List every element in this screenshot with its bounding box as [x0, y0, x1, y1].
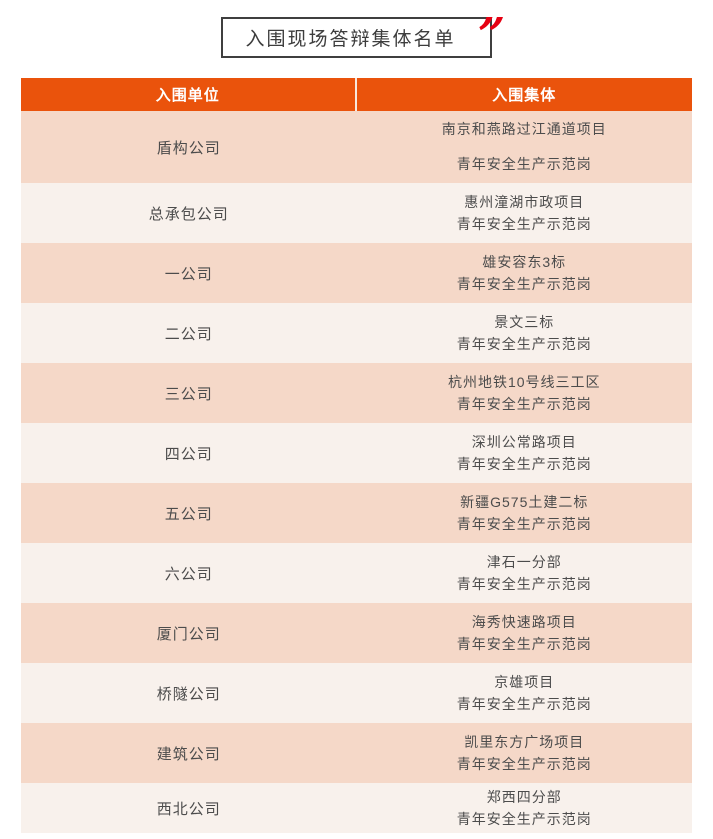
group-cell: 津石一分部 青年安全生产示范岗: [357, 543, 693, 603]
group-award-line: 青年安全生产示范岗: [456, 575, 592, 592]
group-project-line: 郑西四分部: [486, 788, 562, 805]
group-project-line: 凯里东方广场项目: [464, 733, 585, 750]
unit-name: 厦门公司: [156, 625, 221, 643]
unit-name: 二公司: [164, 325, 213, 343]
table-body: 盾构公司 南京和燕路过江通道项目 青年安全生产示范岗 总承包公司 惠州潼湖市政项…: [21, 111, 692, 833]
group-project-line: 南京和燕路过江通道项目: [441, 121, 607, 137]
group-cell: 雄安容东3标 青年安全生产示范岗: [357, 243, 693, 303]
unit-cell: 五公司: [21, 483, 357, 543]
group-award-line: 青年安全生产示范岗: [456, 275, 592, 292]
group-cell: 凯里东方广场项目 青年安全生产示范岗: [357, 723, 693, 783]
unit-cell: 厦门公司: [21, 603, 357, 663]
table-row: 二公司 景文三标 青年安全生产示范岗: [21, 303, 692, 363]
table-row: 桥隧公司 京雄项目 青年安全生产示范岗: [21, 663, 692, 723]
group-cell: 景文三标 青年安全生产示范岗: [357, 303, 693, 363]
unit-name: 五公司: [164, 505, 213, 523]
group-award-line: 青年安全生产示范岗: [456, 810, 592, 827]
group-project-line: 海秀快速路项目: [471, 613, 577, 630]
group-award-line: 青年安全生产示范岗: [456, 695, 592, 712]
header-unit-column: 入围单位: [21, 78, 357, 111]
table-row: 建筑公司 凯里东方广场项目 青年安全生产示范岗: [21, 723, 692, 783]
group-award-line: 青年安全生产示范岗: [456, 635, 592, 652]
shortlist-table: 入围单位 入围集体 盾构公司 南京和燕路过江通道项目 青年安全生产示范岗 总承包…: [21, 78, 692, 833]
table-row: 西北公司 郑西四分部 青年安全生产示范岗: [21, 783, 692, 833]
unit-name: 三公司: [164, 385, 213, 403]
table-row: 六公司 津石一分部 青年安全生产示范岗: [21, 543, 692, 603]
group-cell: 深圳公常路项目 青年安全生产示范岗: [357, 423, 693, 483]
table-row: 四公司 深圳公常路项目 青年安全生产示范岗: [21, 423, 692, 483]
title-box: 入围现场答辩集体名单 ”: [221, 7, 506, 61]
group-project-line: 杭州地铁10号线三工区: [447, 373, 601, 390]
double-quote-icon: ”: [474, 6, 507, 61]
group-award-line: 青年安全生产示范岗: [456, 215, 592, 232]
table-header-row: 入围单位 入围集体: [21, 78, 692, 111]
unit-cell: 六公司: [21, 543, 357, 603]
header-group-column: 入围集体: [492, 87, 557, 104]
unit-name: 六公司: [164, 565, 213, 583]
unit-name: 西北公司: [156, 800, 221, 818]
unit-name: 四公司: [164, 445, 213, 463]
table-row: 盾构公司 南京和燕路过江通道项目 青年安全生产示范岗: [21, 111, 692, 183]
table-row: 五公司 新疆G575土建二标 青年安全生产示范岗: [21, 483, 692, 543]
unit-cell: 西北公司: [21, 783, 357, 833]
unit-name: 总承包公司: [148, 205, 229, 223]
group-cell: 海秀快速路项目 青年安全生产示范岗: [357, 603, 693, 663]
unit-cell: 三公司: [21, 363, 357, 423]
unit-name: 桥隧公司: [156, 685, 221, 703]
group-project-line: 深圳公常路项目: [471, 433, 577, 450]
unit-name: 一公司: [164, 265, 213, 283]
group-award-line: 青年安全生产示范岗: [456, 335, 592, 352]
unit-cell: 四公司: [21, 423, 357, 483]
group-cell: 南京和燕路过江通道项目 青年安全生产示范岗: [357, 111, 693, 183]
group-project-line: 雄安容东3标: [482, 253, 567, 270]
page-title: 入围现场答辩集体名单: [245, 29, 456, 50]
unit-name: 盾构公司: [156, 139, 221, 157]
group-cell: 京雄项目 青年安全生产示范岗: [357, 663, 693, 723]
unit-cell: 二公司: [21, 303, 357, 363]
table-row: 总承包公司 惠州潼湖市政项目 青年安全生产示范岗: [21, 183, 692, 243]
unit-cell: 建筑公司: [21, 723, 357, 783]
unit-cell: 一公司: [21, 243, 357, 303]
group-award-line: 青年安全生产示范岗: [456, 755, 592, 772]
group-award-line: 青年安全生产示范岗: [456, 455, 592, 472]
group-project-line: 惠州潼湖市政项目: [464, 193, 585, 210]
table-row: 三公司 杭州地铁10号线三工区 青年安全生产示范岗: [21, 363, 692, 423]
group-cell: 新疆G575土建二标 青年安全生产示范岗: [357, 483, 693, 543]
group-project-line: 京雄项目: [494, 673, 555, 690]
group-project-line: 新疆G575土建二标: [460, 493, 589, 510]
group-award-line: 青年安全生产示范岗: [456, 395, 592, 412]
title-section: 入围现场答辩集体名单 ”: [0, 0, 713, 61]
table-row: 厦门公司 海秀快速路项目 青年安全生产示范岗: [21, 603, 692, 663]
group-cell: 惠州潼湖市政项目 青年安全生产示范岗: [357, 183, 693, 243]
group-project-line: 津石一分部: [486, 553, 562, 570]
unit-cell: 总承包公司: [21, 183, 357, 243]
group-cell: 杭州地铁10号线三工区 青年安全生产示范岗: [357, 363, 693, 423]
group-project-line: 景文三标: [494, 313, 555, 330]
group-award-line: 青年安全生产示范岗: [456, 156, 592, 172]
unit-name: 建筑公司: [156, 745, 221, 763]
table-row: 一公司 雄安容东3标 青年安全生产示范岗: [21, 243, 692, 303]
group-cell: 郑西四分部 青年安全生产示范岗: [357, 783, 693, 833]
group-award-line: 青年安全生产示范岗: [456, 515, 592, 532]
unit-cell: 桥隧公司: [21, 663, 357, 723]
unit-cell: 盾构公司: [21, 111, 357, 183]
